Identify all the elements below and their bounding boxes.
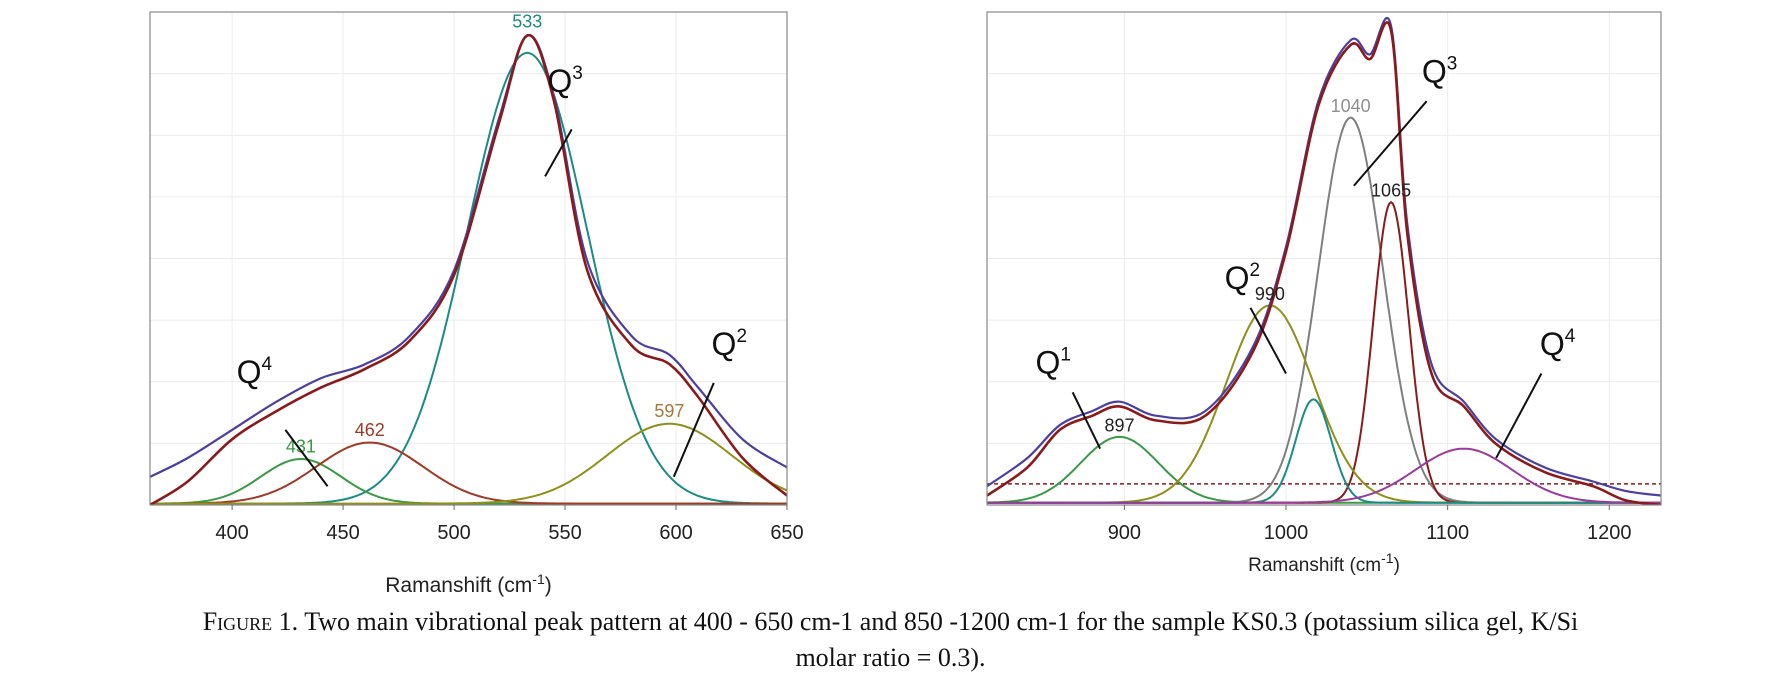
figure-caption: Figure 1. Two main vibrational peak patt… <box>0 604 1781 676</box>
peak-label: 431 <box>286 436 316 456</box>
x-tick-label: 400 <box>215 522 248 544</box>
annotation-leader-line <box>1071 391 1102 450</box>
x-tick-label: 1100 <box>1426 522 1469 544</box>
annotation-label: Q1 <box>1036 345 1071 381</box>
annotation-leader-line <box>1353 100 1428 187</box>
annotation-label: Q2 <box>712 326 747 362</box>
x-tick-label: 1000 <box>1264 522 1309 544</box>
annotation-leader-line <box>544 128 573 177</box>
peak-label: 1065 <box>1371 181 1411 201</box>
x-tick-label: 550 <box>548 522 581 544</box>
caption-label: Figure 1. <box>202 607 299 636</box>
x-axis-label: Ramanshift (cm-1) <box>1248 550 1400 576</box>
x-tick-label: 650 <box>770 522 803 544</box>
x-tick-label: 450 <box>326 522 359 544</box>
plot-frame <box>986 11 1662 506</box>
annotation-leader-line <box>1249 307 1287 375</box>
component-curve <box>987 447 1661 504</box>
annotation-label: Q3 <box>1422 53 1457 89</box>
component-curve <box>150 441 787 505</box>
peak-label: 990 <box>1255 284 1285 304</box>
x-tick-label: 900 <box>1108 522 1141 544</box>
annotation-leader-line <box>672 382 715 478</box>
component-curve <box>150 422 787 505</box>
x-tick-label: 500 <box>437 522 470 544</box>
peak-label: 462 <box>355 420 385 440</box>
chart-panel-2: 900 1000 1100 1200 Ramanshift (cm-1) 1040 1065… <box>986 11 1662 576</box>
caption-line-2: molar ratio = 0.3). <box>795 643 986 672</box>
x-tick-label: 1200 <box>1587 522 1632 544</box>
plot-frame <box>149 11 788 506</box>
plot-area <box>150 34 787 505</box>
plot-area <box>987 16 1661 505</box>
peak-label: 533 <box>512 11 542 31</box>
fitted-envelope-line <box>987 21 1661 505</box>
chart-panel-1: 400 450 500 550 600 650 Ramanshift (cm-1) 533 43… <box>149 11 804 597</box>
peak-label: 597 <box>654 401 684 421</box>
annotation-label: Q4 <box>1540 326 1576 362</box>
peak-label: 1040 <box>1331 96 1371 116</box>
fitted-envelope-line <box>150 34 787 505</box>
peak-label: 897 <box>1105 415 1135 435</box>
caption-line-1: Figure 1. Two main vibrational peak patt… <box>0 604 1781 640</box>
x-axis-label: Ramanshift (cm-1) <box>385 571 551 597</box>
annotation-label: Q2 <box>1225 260 1260 296</box>
measured-spectrum-line <box>987 16 1661 497</box>
annotation-label: Q3 <box>547 63 582 99</box>
annotation-leader-line <box>1495 373 1543 459</box>
annotation-leader-line <box>284 429 329 487</box>
caption-text: Two main vibrational peak pattern at 400… <box>304 607 1579 636</box>
annotation-label: Q4 <box>237 354 273 390</box>
x-tick-label: 600 <box>659 522 692 544</box>
